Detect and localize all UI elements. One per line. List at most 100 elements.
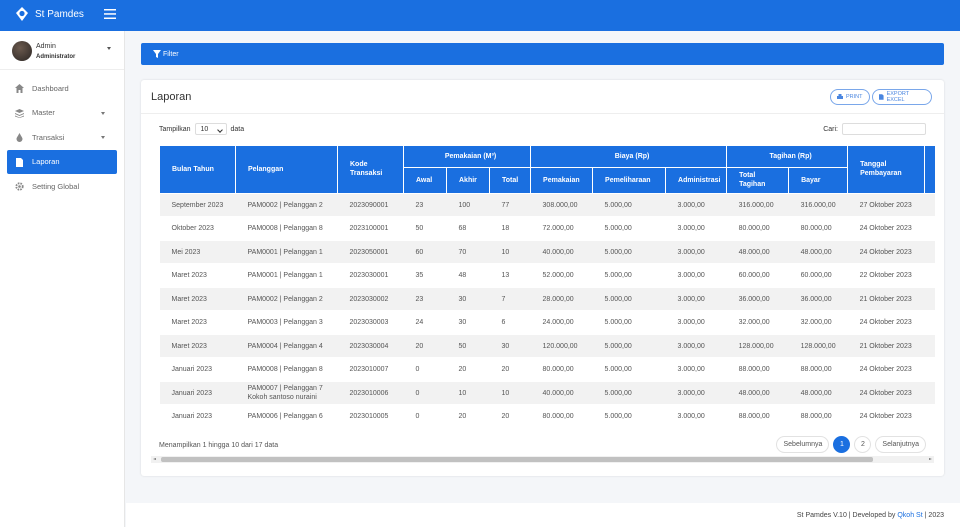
export-button[interactable]: EXPORT EXCEL [872, 89, 932, 105]
menu-label: Laporan [32, 157, 60, 167]
table-cell: 40.000,00 [530, 380, 593, 405]
table-cell: 88.000,00 [726, 404, 789, 428]
menu-icon [16, 133, 23, 142]
column-header[interactable]: Pelanggan [235, 145, 338, 194]
table-cell: 24 Oktober 2023 [847, 357, 925, 382]
table-cell: 80.000,00 [726, 216, 789, 241]
column-header[interactable]: Bayar [788, 167, 849, 194]
table-cell: 3.000,00 [665, 286, 727, 311]
table-cell: 3.000,00 [665, 239, 727, 264]
column-header[interactable]: Tanggal Pembayaran [847, 145, 926, 194]
scroll-thumb[interactable] [161, 457, 873, 462]
column-group-header[interactable]: Tagihan (Rp) [726, 145, 849, 168]
table-cell: 3.000,00 [665, 216, 727, 241]
menu-icon [16, 157, 23, 167]
card-title: Laporan [151, 91, 192, 103]
table-cell: 316.000,00 [788, 192, 848, 217]
table-cell: PAM0001 | Pelanggan 1 [235, 263, 338, 288]
table-cell: 32.000,00 [726, 310, 789, 335]
table-cell: 7 [489, 286, 531, 311]
menu-item[interactable]: Master [7, 101, 117, 126]
table-row: Januari 2023 PAM0006 | Pelanggan 6 2023010… [159, 404, 935, 428]
horizontal-scrollbar[interactable] [151, 456, 934, 463]
table-cell: 24 Oktober 2023 [847, 380, 925, 405]
table-cell: PAM0001 | Pelanggan 1 [235, 239, 338, 264]
table-cell: 100 [446, 192, 490, 217]
page-size-value: 10 [200, 125, 209, 133]
table-cell: 80.000,00 [788, 216, 848, 241]
table-body: September 2023 PAM0002 | Pelanggan 2 20230… [159, 192, 935, 428]
next-button[interactable]: Selanjutnya [875, 436, 926, 453]
page-button[interactable]: 1 [833, 436, 851, 453]
table-cell: 20 [489, 404, 531, 428]
menu-item[interactable]: Setting Global [7, 174, 117, 199]
page-size-select[interactable]: 10 [194, 123, 227, 135]
menu-label: Dashboard [32, 83, 69, 93]
table-cell: 30 [489, 333, 531, 358]
table-cell: 50 [403, 216, 447, 241]
column-header-clipped [924, 145, 935, 194]
table-cell: 30 [446, 286, 490, 311]
footer-text: St Pamdes V.10 | Developed by [796, 511, 896, 519]
column-header[interactable]: Pemeliharaan [592, 167, 667, 194]
table-cell: 72.000,00 [530, 216, 593, 241]
table-cell: 88.000,00 [788, 357, 848, 382]
table-cell: 2023010007 [337, 357, 404, 382]
table-cell: 23 [403, 286, 447, 311]
table-cell: 128.000,00 [726, 333, 789, 358]
filter-button[interactable]: Filter [141, 43, 944, 65]
brand[interactable]: St Pamdes [14, 6, 84, 22]
column-header[interactable]: Bulan Tahun [159, 145, 236, 194]
search-control: Cari: [823, 123, 926, 135]
footer-link[interactable]: Qkoh St [897, 511, 923, 519]
column-header[interactable]: Administrasi [665, 167, 728, 194]
column-header[interactable]: Kode Transaksi [337, 145, 404, 194]
menu-item[interactable]: Dashboard [7, 76, 117, 101]
column-header[interactable]: Pemakaian [530, 167, 594, 194]
menu-toggle[interactable] [104, 9, 116, 19]
print-button[interactable]: PRINT [830, 89, 870, 105]
excel-icon [879, 94, 884, 100]
table-cell: 20 [446, 404, 490, 428]
column-group-header[interactable]: Biaya (Rp) [530, 145, 728, 168]
table-cell: 35 [403, 263, 447, 288]
column-group-header[interactable]: Pemakaian (M³) [402, 145, 532, 168]
header-row: Awal Akhir Total Pemakaian Pemeliharaan Admin… [160, 167, 936, 194]
header-row: Bulan Tahun Pelanggan Kode Transaksi Pemaka… [159, 145, 935, 194]
table-cell: 5.000,00 [592, 357, 666, 382]
search-input[interactable] [842, 123, 926, 135]
table-cell: 88.000,00 [726, 357, 789, 382]
pagination: Sebelumnya 1 2 Selanjutnya [772, 436, 926, 453]
table-cell: 5.000,00 [592, 263, 666, 288]
menu-item[interactable]: Transaksi [7, 125, 117, 150]
table-cell: 3.000,00 [665, 263, 727, 288]
column-header[interactable]: Akhir [446, 167, 490, 194]
table-cell: PAM0004 | Pelanggan 4 [235, 333, 338, 358]
table-cell: 27 Oktober 2023 [847, 192, 925, 217]
table-cell: 5.000,00 [592, 192, 666, 217]
previous-button[interactable]: Sebelumnya [776, 436, 830, 453]
table-cell: 30 [446, 310, 490, 335]
table-cell: Maret 2023 [159, 333, 236, 358]
scroll-right[interactable] [929, 458, 932, 460]
menu-dropdown [101, 111, 105, 115]
table-cell: 50 [446, 333, 490, 358]
sidebar: Admin Administrator Dashboard Master Trans… [0, 31, 125, 527]
column-header[interactable]: Total Tagihan [726, 167, 790, 194]
table-cell: 5.000,00 [592, 286, 666, 311]
table-cell: 5.000,00 [592, 216, 666, 241]
scroll-left[interactable] [153, 458, 156, 460]
column-header[interactable]: Awal [403, 167, 447, 194]
table-cell: 3.000,00 [665, 192, 727, 217]
table-cell: Mei 2023 [159, 239, 236, 264]
table-cell: 20 [489, 357, 531, 382]
table-cell: 24 Oktober 2023 [847, 404, 925, 428]
table-cell: 13 [489, 263, 531, 288]
table-cell-clipped [924, 357, 935, 382]
table-cell-clipped [924, 216, 935, 241]
column-header[interactable]: Total [488, 167, 532, 194]
page-button[interactable]: 2 [854, 436, 872, 453]
user-panel[interactable]: Admin Administrator [0, 31, 124, 70]
menu-item[interactable]: Laporan [7, 149, 117, 174]
print-label: PRINT [846, 94, 863, 100]
